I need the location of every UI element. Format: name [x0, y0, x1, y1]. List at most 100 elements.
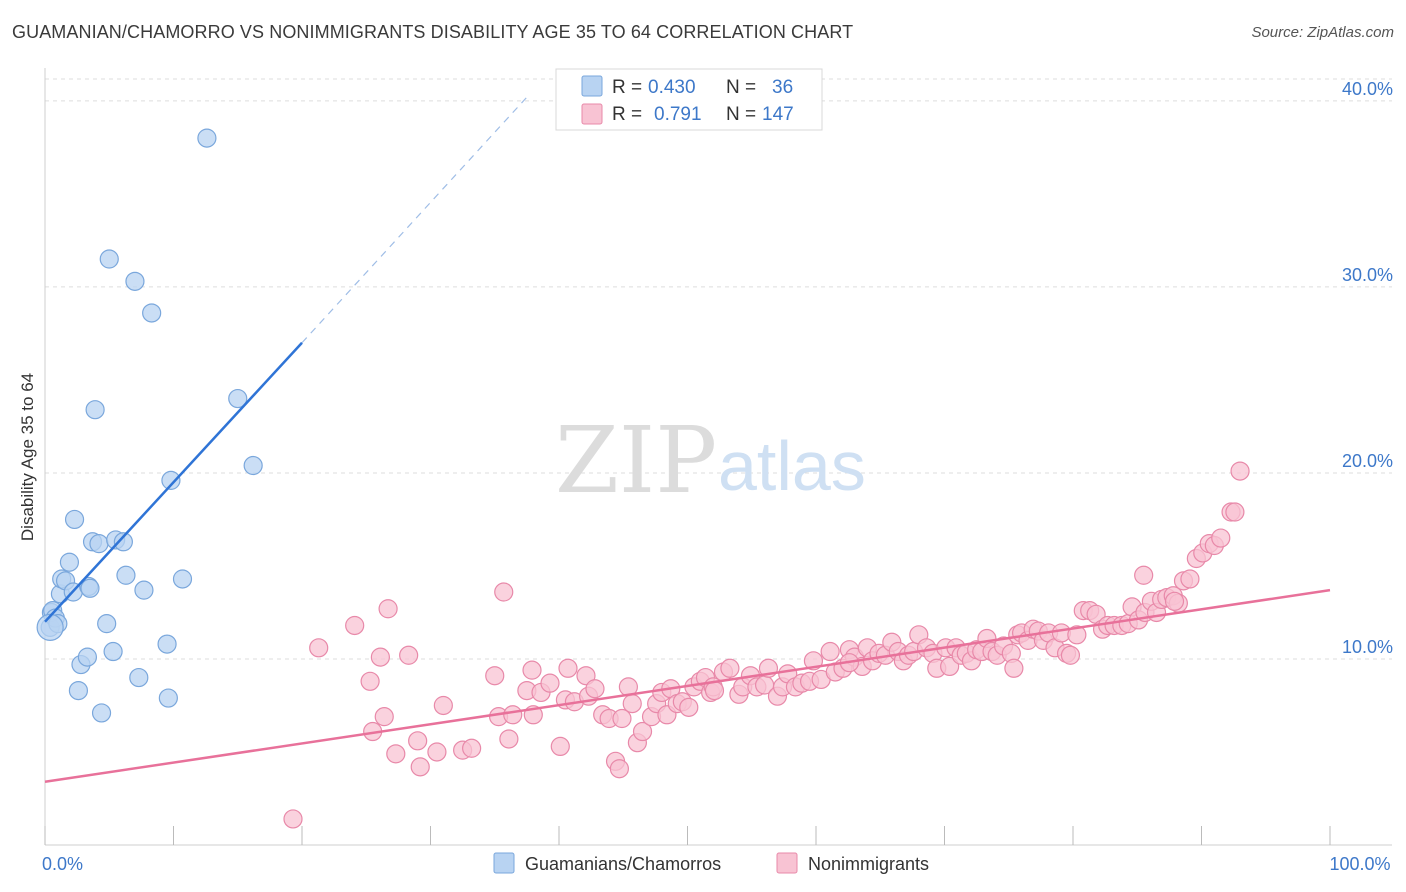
guamanian-point [103, 641, 123, 662]
x-tick-labels: 0.0% 100.0% [42, 854, 1391, 874]
nonimmigrant-point [540, 673, 560, 693]
axes [44, 68, 1392, 846]
guamanian-point [228, 388, 248, 409]
guamanian-point [172, 569, 193, 589]
nonimmigrant-point [386, 744, 406, 764]
nonimmigrant-point [1225, 502, 1245, 522]
legend-n-label: N = [726, 77, 756, 98]
legend-r-value: 0.430 [648, 77, 696, 98]
trend-lines [44, 96, 1331, 783]
x-tick-label: 0.0% [42, 854, 83, 874]
y-tick-labels: 10.0% 20.0% 30.0% 40.0% [1342, 79, 1393, 657]
legend-swatch-nonimmigrants [776, 852, 798, 874]
nonimmigrant-point [427, 742, 447, 762]
nonimmigrant-point [1067, 625, 1087, 645]
correlation-legend: R = 0.430 N = 36 R = 0.791 N = 147 [555, 68, 823, 131]
nonimmigrant-point [485, 666, 505, 686]
nonimmigrant-point [360, 671, 380, 691]
y-tick-label: 40.0% [1342, 79, 1393, 99]
nonimmigrant-point [550, 736, 570, 757]
nonimmigrant-point [345, 615, 365, 636]
guamanian-point [116, 565, 136, 585]
nonimmigrant-point [720, 658, 740, 678]
guamanian-point [80, 578, 100, 598]
nonimmigrant-point [522, 660, 542, 680]
source-label: Source: ZipAtlas.com [1251, 24, 1394, 41]
nonimmigrant-point [585, 679, 605, 699]
nonimmigrant-point [1134, 565, 1154, 585]
nonimmigrant-point [399, 645, 419, 665]
nonimmigrant-point [1004, 658, 1024, 678]
nonimmigrant-point [1164, 591, 1185, 611]
nonimmigrant-point [374, 707, 394, 727]
nonimmigrant-point [612, 708, 632, 729]
nonimmigrant-point [1211, 528, 1231, 548]
nonimmigrant-point [820, 641, 840, 662]
nonimmigrant-point [622, 694, 642, 714]
legend-n-label: N = [726, 104, 756, 125]
nonimmigrant-point [576, 666, 596, 686]
guamanian-point [157, 634, 177, 654]
nonimmigrant-point [679, 697, 699, 717]
guamanian-point [99, 249, 119, 269]
series-guamanians-points [36, 128, 263, 723]
guamanian-point [197, 128, 217, 148]
nonimmigrant-point [370, 647, 390, 667]
watermark-zip: ZIP [555, 407, 717, 514]
nonimmigrant-point [494, 582, 514, 602]
guamanian-point [59, 552, 80, 572]
nonimmigrant-point [499, 729, 519, 749]
watermark-atlas: atlas [718, 427, 866, 505]
legend-label-guamanians: Guamanians/Chamorros [525, 854, 721, 874]
guamanian-point [68, 680, 89, 701]
legend-swatch-guamanians [493, 852, 515, 874]
legend-swatch-nonimmigrants [581, 103, 603, 125]
series-legend: Guamanians/Chamorros Nonimmigrants [493, 852, 929, 874]
legend-label-nonimmigrants: Nonimmigrants [808, 854, 929, 874]
trend-line-guamanians [44, 341, 303, 623]
x-tick-label: 100.0% [1329, 854, 1390, 874]
nonimmigrant-point [410, 757, 430, 777]
legend-n-value: 147 [762, 104, 794, 125]
guamanian-point [129, 667, 149, 688]
guamanian-point [243, 455, 263, 476]
nonimmigrant-point [940, 656, 960, 677]
nonimmigrant-point [378, 599, 398, 619]
y-tick-label: 20.0% [1342, 451, 1393, 471]
guamanian-point [161, 470, 181, 490]
trend-line-guamanians-extension [301, 96, 528, 344]
guamanian-point [77, 647, 98, 667]
nonimmigrant-point [632, 721, 653, 742]
legend-r-value: 0.791 [654, 104, 702, 125]
legend-n-value: 36 [772, 77, 793, 98]
guamanian-point [85, 400, 105, 420]
legend-r-label: R = [612, 77, 642, 98]
series-nonimmigrants-points [283, 461, 1250, 829]
guamanian-point [97, 614, 117, 634]
guamanian-point [113, 532, 133, 552]
guamanian-point [158, 688, 178, 708]
nonimmigrant-point [609, 759, 629, 779]
guamanian-point [64, 509, 85, 530]
y-axis-title: Disability Age 35 to 64 [18, 373, 37, 541]
legend-r-label: R = [612, 104, 642, 125]
guamanian-point [36, 613, 64, 641]
nonimmigrant-point [1180, 569, 1200, 589]
nonimmigrant-point [1060, 645, 1081, 665]
nonimmigrant-point [462, 738, 482, 758]
nonimmigrant-point [433, 695, 453, 716]
nonimmigrant-point [1230, 461, 1250, 481]
nonimmigrant-point [704, 680, 725, 701]
watermark: ZIP atlas [555, 407, 866, 514]
nonimmigrant-point [408, 731, 428, 751]
nonimmigrant-point [309, 638, 329, 658]
trend-line-nonimmigrants [44, 588, 1331, 783]
guamanian-point [125, 271, 145, 291]
nonimmigrant-point [503, 705, 523, 725]
guamanian-point [89, 534, 109, 554]
chart-title: GUAMANIAN/CHAMORRO VS NONIMMIGRANTS DISA… [12, 22, 854, 42]
y-tick-label: 10.0% [1342, 637, 1393, 657]
guamanian-point [142, 303, 162, 323]
guamanian-point [134, 580, 154, 600]
nonimmigrant-point [558, 658, 578, 678]
